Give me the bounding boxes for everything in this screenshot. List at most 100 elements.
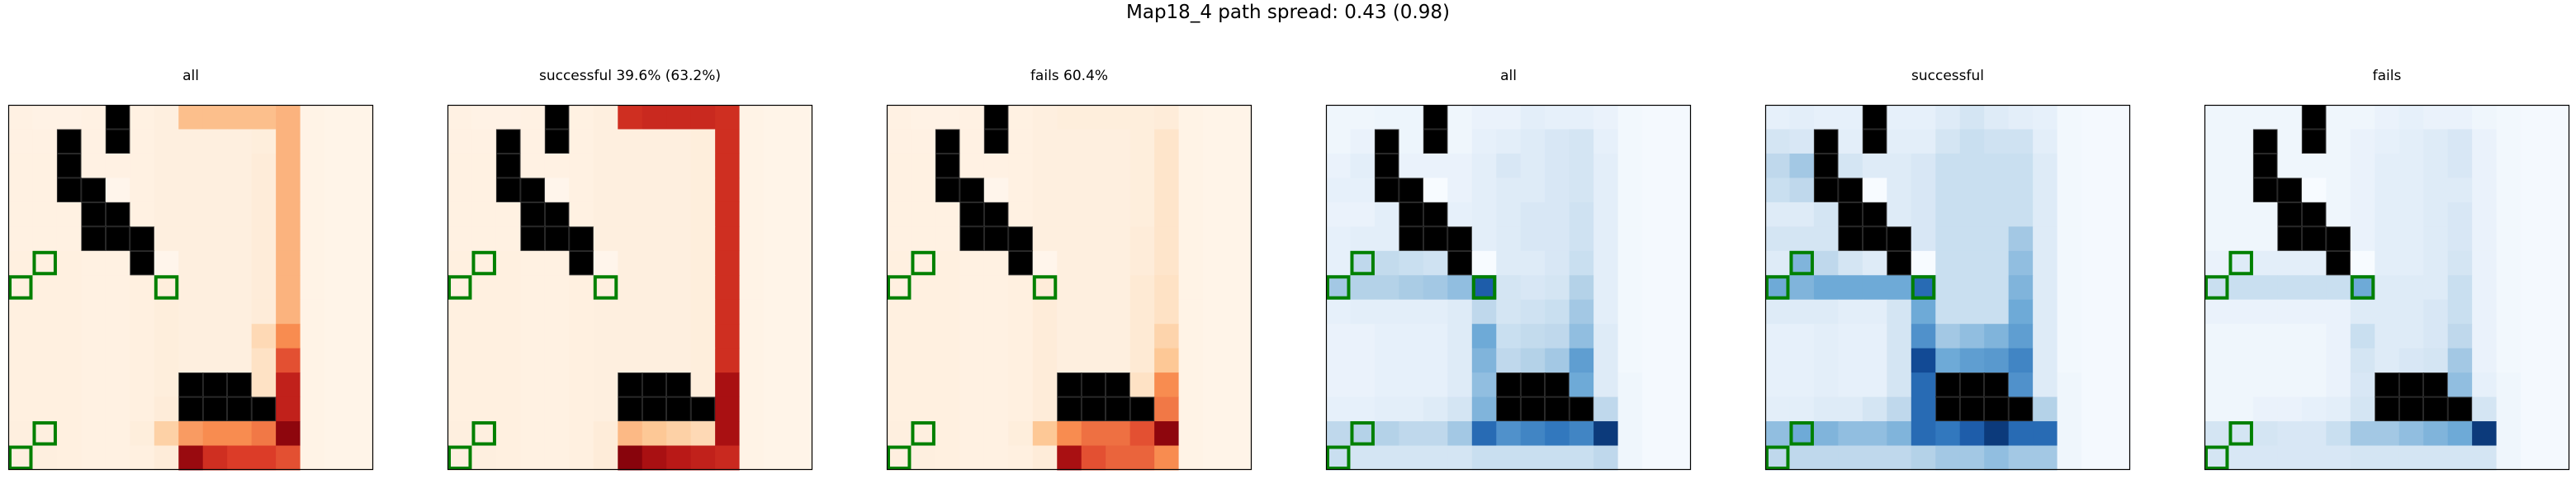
heatmap-cell xyxy=(2496,372,2522,398)
heatmap-cell xyxy=(1447,372,1473,398)
heatmap-cell xyxy=(1106,129,1131,154)
obstacle-outline xyxy=(618,372,642,397)
heatmap-cell xyxy=(1959,105,1985,130)
heatmap-cell xyxy=(1106,299,1131,325)
heatmap-cell xyxy=(1887,348,1912,373)
heatmap-cell xyxy=(105,178,130,203)
heatmap-cell xyxy=(1399,275,1424,301)
heatmap-cell xyxy=(2521,129,2546,154)
heatmap-cell xyxy=(1203,250,1229,276)
heatmap-cell xyxy=(569,421,594,447)
heatmap-cell xyxy=(618,250,643,276)
start-goal-marker xyxy=(2204,275,2229,300)
obstacle-cell xyxy=(105,105,130,130)
heatmap-cell xyxy=(1887,421,1912,447)
heatmap-cell xyxy=(1227,178,1252,203)
heatmap-cell xyxy=(1057,299,1082,325)
heatmap-cell xyxy=(1666,153,1692,178)
heatmap-cell xyxy=(1081,178,1106,203)
heatmap-cell xyxy=(2228,299,2254,325)
heatmap-successful-orange xyxy=(447,104,813,471)
heatmap-cell xyxy=(935,324,960,349)
heatmap-cell xyxy=(2350,348,2375,373)
heatmap-cell xyxy=(2496,178,2522,203)
heatmap-cell xyxy=(2277,153,2303,178)
heatmap-cell xyxy=(887,348,912,373)
heatmap-cell xyxy=(618,299,643,325)
heatmap-cell xyxy=(2105,129,2131,154)
axes-frame xyxy=(2204,104,2570,471)
heatmap-cell xyxy=(1911,202,1936,227)
heatmap-cell xyxy=(520,275,546,301)
heatmap-cell xyxy=(690,250,716,276)
obstacle-outline xyxy=(666,372,691,397)
obstacle-outline xyxy=(1496,396,1521,421)
obstacle-cell xyxy=(1520,396,1546,422)
heatmap-cell xyxy=(1984,324,2010,349)
heatmap-cell xyxy=(1374,202,1399,227)
obstacle-cell xyxy=(1838,202,1863,227)
heatmap-cell xyxy=(1838,105,1863,130)
heatmap-cell xyxy=(1350,299,1376,325)
obstacle-cell xyxy=(569,250,594,276)
heatmap-cell xyxy=(788,275,813,301)
obstacle-outline xyxy=(1814,154,1839,178)
heatmap-cell xyxy=(324,202,350,227)
heatmap-cell xyxy=(666,445,692,471)
heatmap-cell xyxy=(1399,348,1424,373)
heatmap-cell xyxy=(2496,299,2522,325)
heatmap-cell xyxy=(520,105,546,130)
heatmap-cell xyxy=(2545,178,2570,203)
heatmap-cell xyxy=(618,445,643,471)
heatmap-cell xyxy=(959,250,985,276)
heatmap-cell xyxy=(1423,324,1448,349)
heatmap-cell xyxy=(1326,153,1351,178)
heatmap-cell xyxy=(495,372,521,398)
heatmap-cell xyxy=(1789,105,1815,130)
heatmap-cell xyxy=(1593,396,1619,422)
heatmap-cell xyxy=(593,202,618,227)
heatmap-cell xyxy=(471,129,497,154)
heatmap-cell xyxy=(348,445,374,471)
heatmap-cell xyxy=(2447,445,2473,471)
heatmap-cell xyxy=(1032,421,1058,447)
heatmap-cell xyxy=(81,421,107,447)
heatmap-cell xyxy=(2252,275,2278,301)
heatmap-cell xyxy=(618,275,643,301)
heatmap-cell xyxy=(81,129,107,154)
heatmap-cell xyxy=(471,202,497,227)
heatmap-cell xyxy=(2228,372,2254,398)
heatmap-cell xyxy=(1350,396,1376,422)
heatmap-cell xyxy=(2375,348,2400,373)
heatmap-cell xyxy=(32,178,58,203)
heatmap-cell xyxy=(1765,250,1790,276)
obstacle-cell xyxy=(642,396,667,422)
heatmap-cell xyxy=(1593,372,1619,398)
heatmap-cell xyxy=(1129,153,1155,178)
heatmap-cell xyxy=(32,421,58,447)
heatmap-cell xyxy=(1326,372,1351,398)
heatmap-cell xyxy=(2545,324,2570,349)
heatmap-cell xyxy=(1227,275,1252,301)
heatmap-cell xyxy=(32,250,58,276)
heatmap-cell xyxy=(2252,348,2278,373)
heatmap-cell xyxy=(1593,275,1619,301)
heatmap-cell xyxy=(739,105,765,130)
obstacle-outline xyxy=(520,178,545,202)
obstacle-outline xyxy=(1375,154,1399,178)
heatmap-cell xyxy=(1959,202,1985,227)
heatmap-cell xyxy=(105,396,130,422)
heatmap-cell xyxy=(300,129,325,154)
heatmap-cell xyxy=(202,105,228,130)
heatmap-cell xyxy=(251,202,277,227)
heatmap-cell xyxy=(911,348,936,373)
heatmap-cell xyxy=(495,250,521,276)
heatmap-cell xyxy=(593,226,618,252)
heatmap-cell xyxy=(764,299,789,325)
heatmap-cell xyxy=(544,250,570,276)
obstacle-cell xyxy=(2326,226,2351,252)
heatmap-cell xyxy=(642,421,667,447)
heatmap-cell xyxy=(495,445,521,471)
heatmap-cell xyxy=(1203,275,1229,301)
heatmap-cell xyxy=(2252,324,2278,349)
